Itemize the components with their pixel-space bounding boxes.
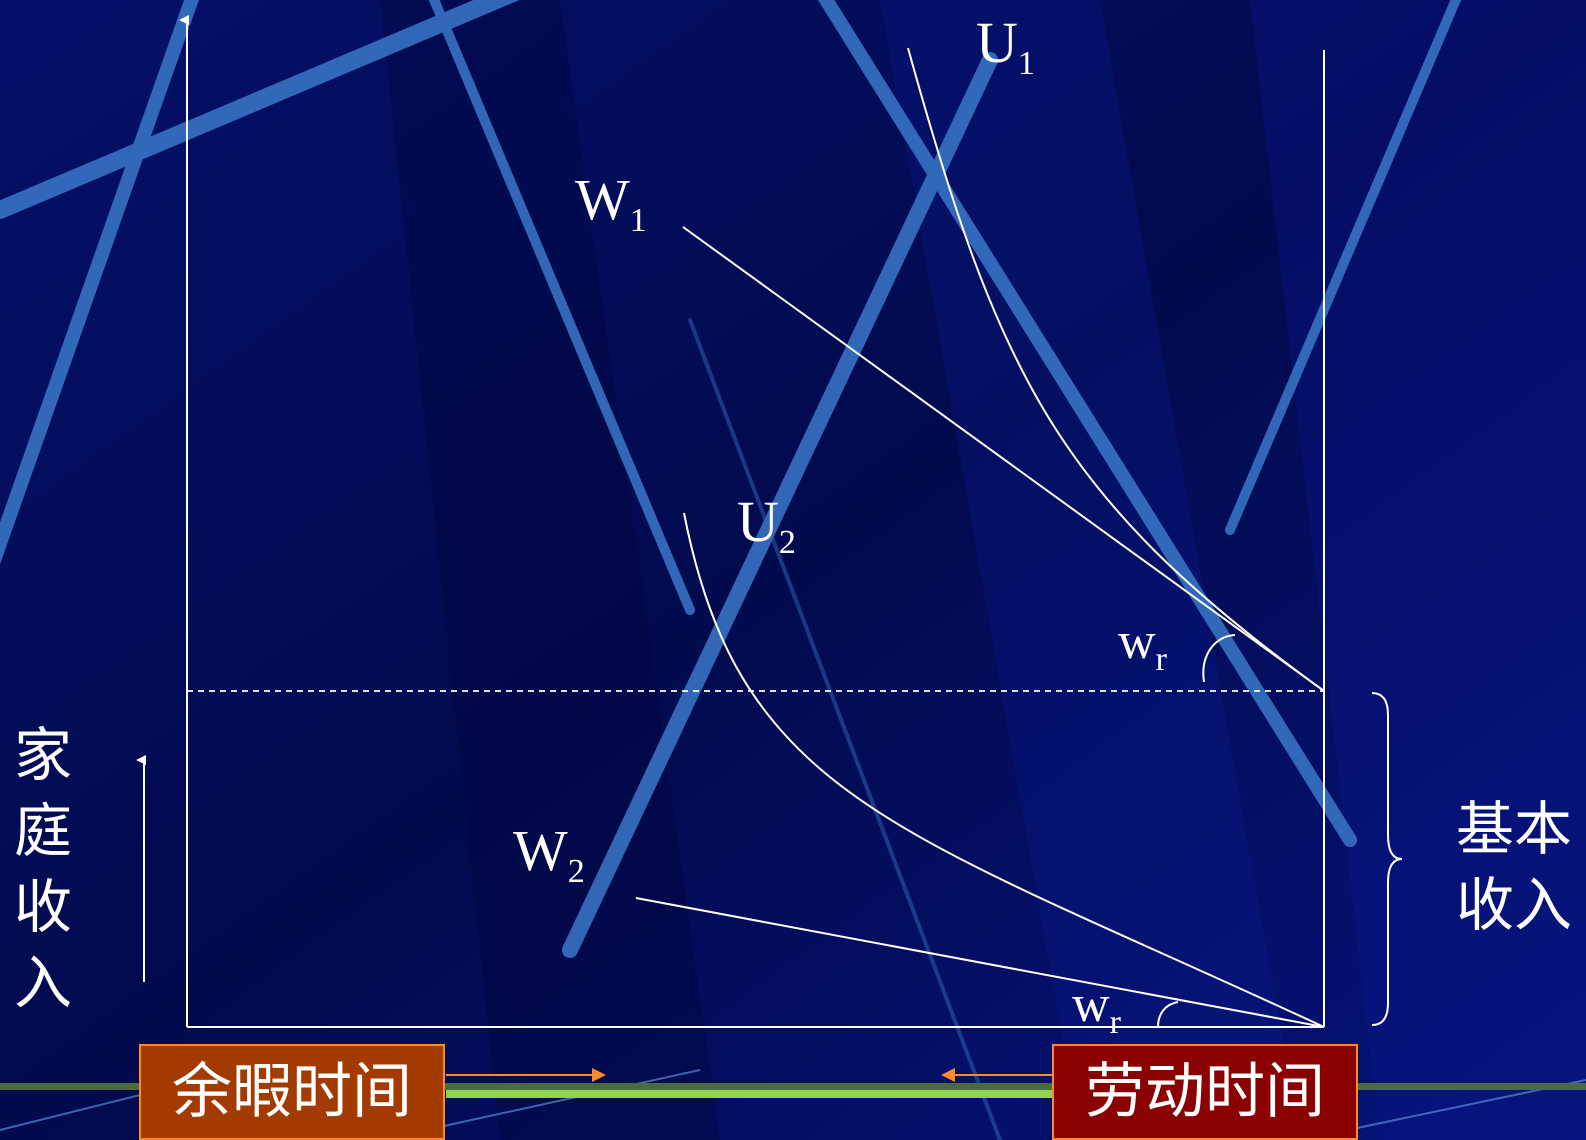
w2-subscript: 2 [568,853,585,890]
w1-subscript: 1 [630,202,647,239]
w1-label: W [575,167,630,232]
svg-text:U1: U1 [976,10,1035,82]
budget-line-w1 [682,226,1325,692]
svg-text:U2: U2 [737,489,796,561]
indifference-curve-u2 [683,512,1325,1028]
labor-time-button[interactable]: 劳动时间 [1052,1044,1358,1140]
u2-label: U [737,489,779,554]
wr-bottom-subscript: r [1110,1004,1122,1041]
svg-text:W2: W2 [513,818,585,890]
u1-label: U [976,10,1018,75]
indifference-curve-u1 [907,47,1325,692]
u1-subscript: 1 [1018,45,1035,82]
wr-bottom-label: w [1072,976,1110,1033]
u2-subscript: 2 [779,524,796,561]
wr-top-label: w [1118,613,1156,670]
base-income-brace [1371,692,1403,1026]
base-income-label: 基本 收入 [1456,795,1573,939]
bottom-green-band [446,1090,1052,1098]
y-axis-label: 家 庭 收 入 [14,721,73,1017]
budget-line-w2 [635,897,1325,1028]
svg-text:W1: W1 [575,167,647,239]
svg-text:wr: wr [1118,613,1168,678]
angle-arc-bottom [1157,1001,1179,1028]
w2-label: W [513,818,568,883]
angle-arc-top [1202,634,1236,683]
wr-top-subscript: r [1156,641,1168,678]
leisure-time-button[interactable]: 余暇时间 [139,1044,445,1140]
svg-text:wr: wr [1072,976,1122,1041]
